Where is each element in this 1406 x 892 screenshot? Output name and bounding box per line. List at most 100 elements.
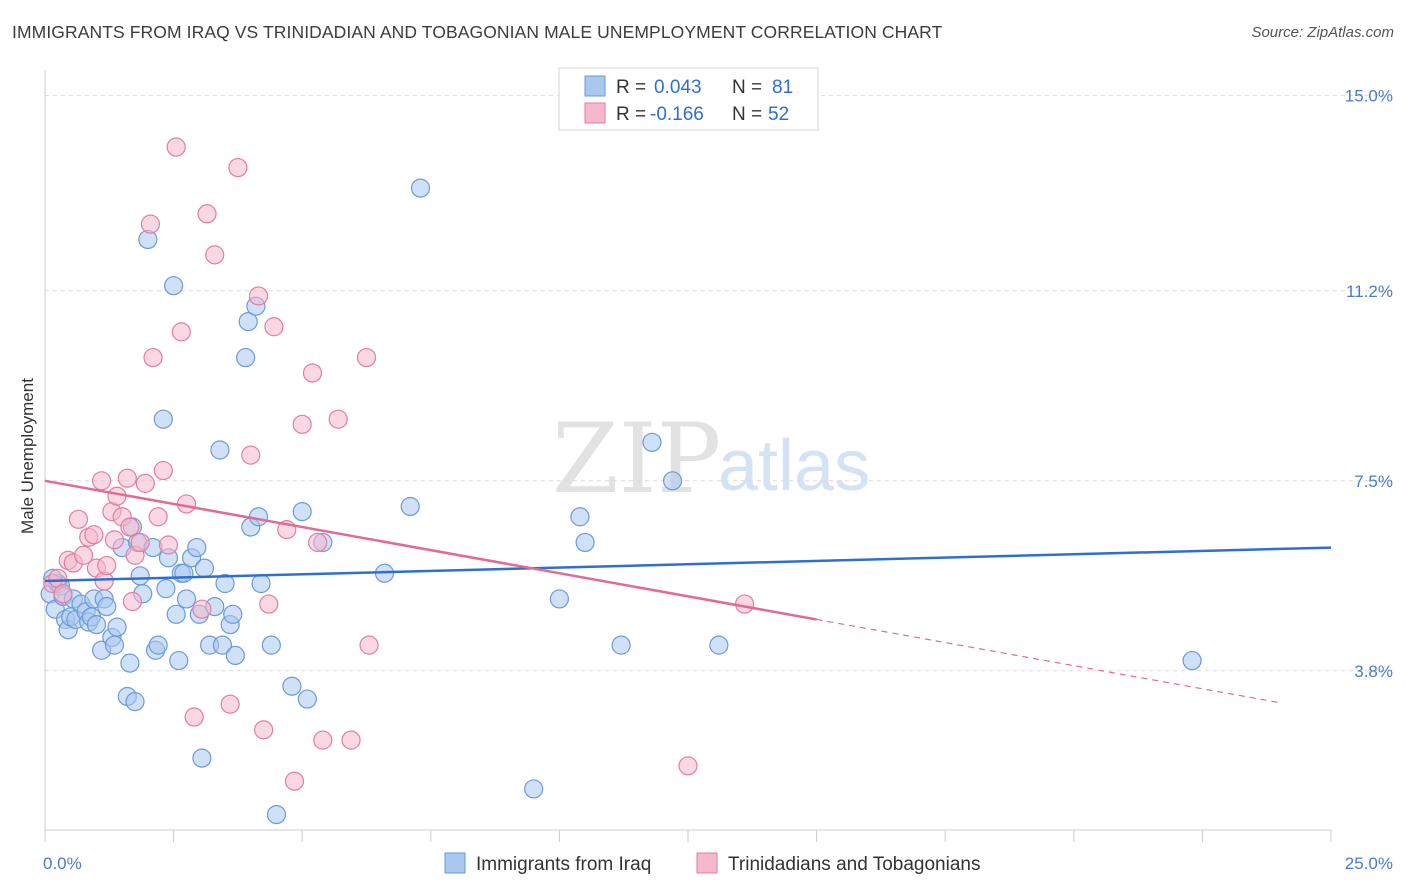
point-series0-37	[164, 276, 184, 296]
point-series1-8	[84, 525, 104, 545]
point-series0-62	[261, 635, 281, 655]
point-series0-42	[176, 589, 197, 609]
point-series1-18	[120, 517, 140, 537]
point-series1-32	[192, 599, 212, 619]
trend-line-series1	[44, 479, 817, 621]
point-series0-65	[297, 689, 317, 709]
legend-r-value-2: -0.166	[650, 104, 704, 125]
point-series1-2	[53, 584, 73, 604]
point-series1-36	[228, 157, 248, 178]
point-series0-56	[236, 347, 256, 368]
point-series1-26	[153, 460, 173, 481]
point-series1-17	[117, 468, 137, 488]
point-series1-34	[205, 245, 225, 265]
point-series1-46	[308, 532, 328, 553]
point-series0-78	[709, 635, 729, 655]
legend-n-label-2: N =	[732, 104, 762, 125]
y-tick-labels: 3.8% 7.5% 11.2% 15.0%	[1345, 87, 1393, 681]
point-series1-39	[254, 720, 274, 740]
point-series1-48	[328, 409, 348, 429]
point-series0-60	[248, 507, 269, 527]
bottom-legend-swatch-iraq	[444, 852, 466, 874]
point-series0-34	[153, 409, 173, 429]
point-series1-5	[68, 509, 89, 529]
trend-line-dashed-series1	[816, 618, 1280, 704]
watermark-zip: ZIP	[552, 403, 721, 515]
point-series1-49	[341, 730, 361, 750]
y-axis-title: Male Unemployment	[18, 378, 37, 534]
x-tick-label-1: 25.0%	[1345, 854, 1393, 873]
point-series1-53	[734, 594, 755, 614]
point-series0-57	[238, 312, 258, 332]
point-series0-50	[210, 440, 230, 460]
point-series1-45	[302, 363, 323, 383]
trend-line-series0	[44, 546, 1332, 583]
point-series0-18	[97, 597, 117, 617]
point-series0-74	[575, 532, 595, 553]
point-series0-61	[251, 573, 271, 594]
point-series1-28	[166, 137, 186, 157]
axes	[44, 70, 1332, 842]
point-series1-22	[135, 473, 155, 493]
y-tick-label-1: 7.5%	[1354, 472, 1393, 491]
legend-n-label-1: N =	[732, 77, 762, 98]
point-series1-29	[171, 322, 191, 342]
legend-swatch-iraq	[584, 75, 606, 97]
point-series0-38	[166, 604, 186, 624]
y-tick-label-3: 15.0%	[1345, 87, 1393, 106]
point-series0-35	[156, 579, 176, 599]
point-series0-66	[292, 502, 312, 522]
point-series1-25	[148, 507, 168, 527]
point-series1-12	[97, 555, 117, 576]
point-series0-73	[570, 507, 590, 527]
chart-source: Source: ZipAtlas.com	[1251, 24, 1394, 41]
point-series0-72	[549, 589, 570, 609]
point-series0-76	[642, 432, 662, 452]
point-series1-33	[197, 204, 217, 224]
point-series1-47	[313, 730, 333, 750]
point-series1-40	[259, 594, 279, 614]
point-series1-10	[91, 471, 112, 491]
point-series0-44	[187, 537, 207, 558]
point-series0-52	[215, 573, 235, 594]
point-series0-47	[194, 558, 215, 578]
point-series0-79	[1182, 650, 1202, 671]
point-series1-23	[140, 214, 161, 234]
trend-lines	[44, 479, 1332, 704]
point-series1-24	[143, 347, 163, 368]
point-series0-33	[148, 635, 168, 655]
legend-r-label-1: R =	[616, 77, 646, 98]
bottom-legend-label-trinidad: Trinidadians and Tobagonians	[728, 854, 980, 875]
point-series1-6	[73, 545, 94, 565]
y-tick-label-2: 11.2%	[1346, 282, 1393, 301]
point-series0-70	[410, 178, 431, 198]
point-series0-21	[107, 617, 127, 637]
point-series0-63	[266, 804, 287, 825]
point-series1-31	[184, 707, 204, 727]
point-series0-77	[662, 471, 683, 491]
legend-swatch-trinidad	[584, 102, 606, 124]
point-series0-51	[212, 635, 233, 655]
point-series0-24	[120, 653, 140, 673]
data-points	[40, 137, 1202, 825]
legend-n-value-1: 81	[772, 77, 793, 98]
top-legend: R = 0.043 N = 81 R = -0.166 N = 52	[558, 67, 819, 131]
point-series1-27	[158, 535, 179, 555]
legend-r-value-1: 0.043	[654, 77, 702, 98]
x-tick-labels: 0.0% 25.0%	[43, 854, 1393, 873]
point-series1-37	[241, 445, 261, 465]
point-series1-44	[292, 414, 312, 434]
bottom-legend-swatch-trinidad	[696, 852, 718, 874]
point-series0-15	[86, 614, 107, 635]
point-series0-64	[282, 676, 302, 696]
point-series0-28	[130, 566, 150, 586]
point-series0-39	[169, 650, 189, 671]
bottom-legend-label-iraq: Immigrants from Iraq	[476, 854, 651, 875]
point-series0-20	[104, 635, 125, 655]
point-series1-14	[104, 530, 125, 550]
grid-lines	[45, 95, 1391, 672]
point-series0-71	[524, 779, 544, 799]
point-series0-54	[223, 604, 243, 624]
x-tick-label-0: 0.0%	[43, 854, 82, 873]
